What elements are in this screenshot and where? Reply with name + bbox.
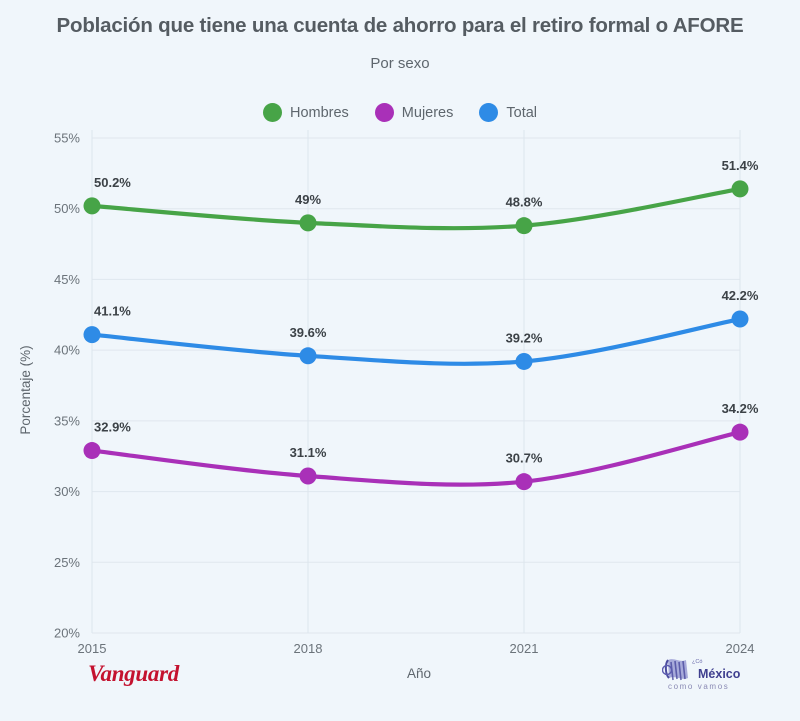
- series-line-hombres: [89, 186, 743, 231]
- y-axis-tick-label: 45%: [54, 272, 80, 287]
- y-axis-tick-labels: 20% 25% 30% 35% 40% 45% 50% 55%: [54, 131, 80, 641]
- chart-subtitle: Por sexo: [370, 55, 430, 72]
- data-point-label: 42.2%: [722, 288, 759, 303]
- data-point-total[interactable]: [83, 326, 101, 344]
- mcv-logo-main-text: México: [698, 667, 741, 681]
- chart-legend: Hombres Mujeres Total: [0, 103, 800, 122]
- legend-label-total: Total: [506, 104, 538, 121]
- legend-label-mujeres: Mujeres: [401, 104, 454, 121]
- data-point-mujeres[interactable]: [83, 442, 101, 460]
- data-point-hombres[interactable]: [83, 197, 101, 215]
- y-axis-tick-label: 30%: [54, 484, 80, 499]
- legend-item-hombres[interactable]: Hombres: [262, 103, 349, 122]
- footer-logos: Vanguard ¿Có México como vamos: [0, 658, 800, 710]
- data-point-mujeres[interactable]: [731, 423, 749, 441]
- data-point-mujeres[interactable]: [299, 467, 317, 485]
- vanguard-logo[interactable]: Vanguard: [88, 661, 179, 686]
- x-axis-tick-label: 2024: [726, 641, 755, 656]
- mcv-logo-sub-text: como vamos: [668, 682, 730, 691]
- series-line-mujeres: [89, 430, 743, 487]
- legend-swatch-icon-mujeres: [374, 103, 394, 122]
- data-point-hombres[interactable]: [299, 214, 317, 232]
- data-point-total[interactable]: [299, 347, 317, 365]
- data-point-label: 31.1%: [290, 445, 327, 460]
- legend-item-mujeres[interactable]: Mujeres: [374, 103, 454, 122]
- series-point-labels: 50.2% 49% 48.8% 51.4% 32.9% 31.1% 30.7% 34.2% 41…: [94, 158, 759, 466]
- legend-swatch-icon-total: [479, 103, 499, 122]
- mcv-flag-icon: [661, 659, 688, 681]
- y-axis-title: Porcentaje (%): [18, 345, 33, 434]
- legend-swatch-icon-hombres: [262, 103, 282, 122]
- data-point-label: 51.4%: [722, 158, 759, 173]
- data-point-label: 41.1%: [94, 304, 131, 319]
- y-axis-tick-label: 40%: [54, 343, 80, 358]
- data-point-hombres[interactable]: [731, 180, 749, 198]
- vertical-gridlines: [91, 130, 741, 633]
- data-point-hombres[interactable]: [515, 217, 533, 235]
- data-point-total[interactable]: [731, 310, 749, 328]
- series-line-total: [89, 316, 743, 366]
- y-axis-tick-label: 35%: [54, 413, 80, 428]
- y-axis-tick-label: 20%: [54, 626, 80, 641]
- y-axis-tick-label: 55%: [54, 131, 80, 146]
- data-point-total[interactable]: [515, 352, 533, 370]
- x-axis-tick-label: 2021: [510, 641, 539, 656]
- series-lines: [89, 186, 743, 487]
- y-axis-tick-label: 50%: [54, 201, 80, 216]
- mexico-como-vamos-logo[interactable]: ¿Có México como vamos: [661, 656, 758, 698]
- mcv-logo-small-text: ¿Có: [692, 659, 703, 665]
- x-axis-tick-label: 2015: [78, 641, 107, 656]
- x-axis-tick-label: 2018: [294, 641, 323, 656]
- x-axis-title: Año: [407, 666, 431, 681]
- legend-item-total[interactable]: Total: [479, 103, 537, 122]
- data-point-label: 32.9%: [94, 420, 131, 435]
- x-axis-tick-labels: 2015 2018 2021 2024: [78, 641, 755, 656]
- data-point-label: 48.8%: [506, 195, 543, 210]
- data-point-label: 34.2%: [722, 401, 759, 416]
- data-point-label: 39.6%: [290, 325, 327, 340]
- data-point-label: 50.2%: [94, 175, 131, 190]
- data-point-label: 49%: [295, 192, 321, 207]
- y-axis-tick-label: 25%: [54, 555, 80, 570]
- data-point-label: 30.7%: [506, 451, 543, 466]
- chart-title: Población que tiene una cuenta de ahorro…: [56, 14, 744, 37]
- data-point-mujeres[interactable]: [515, 473, 533, 491]
- legend-label-hombres: Hombres: [289, 104, 349, 121]
- horizontal-gridlines: [92, 137, 740, 634]
- data-point-label: 39.2%: [506, 330, 543, 345]
- series-points: [83, 180, 749, 491]
